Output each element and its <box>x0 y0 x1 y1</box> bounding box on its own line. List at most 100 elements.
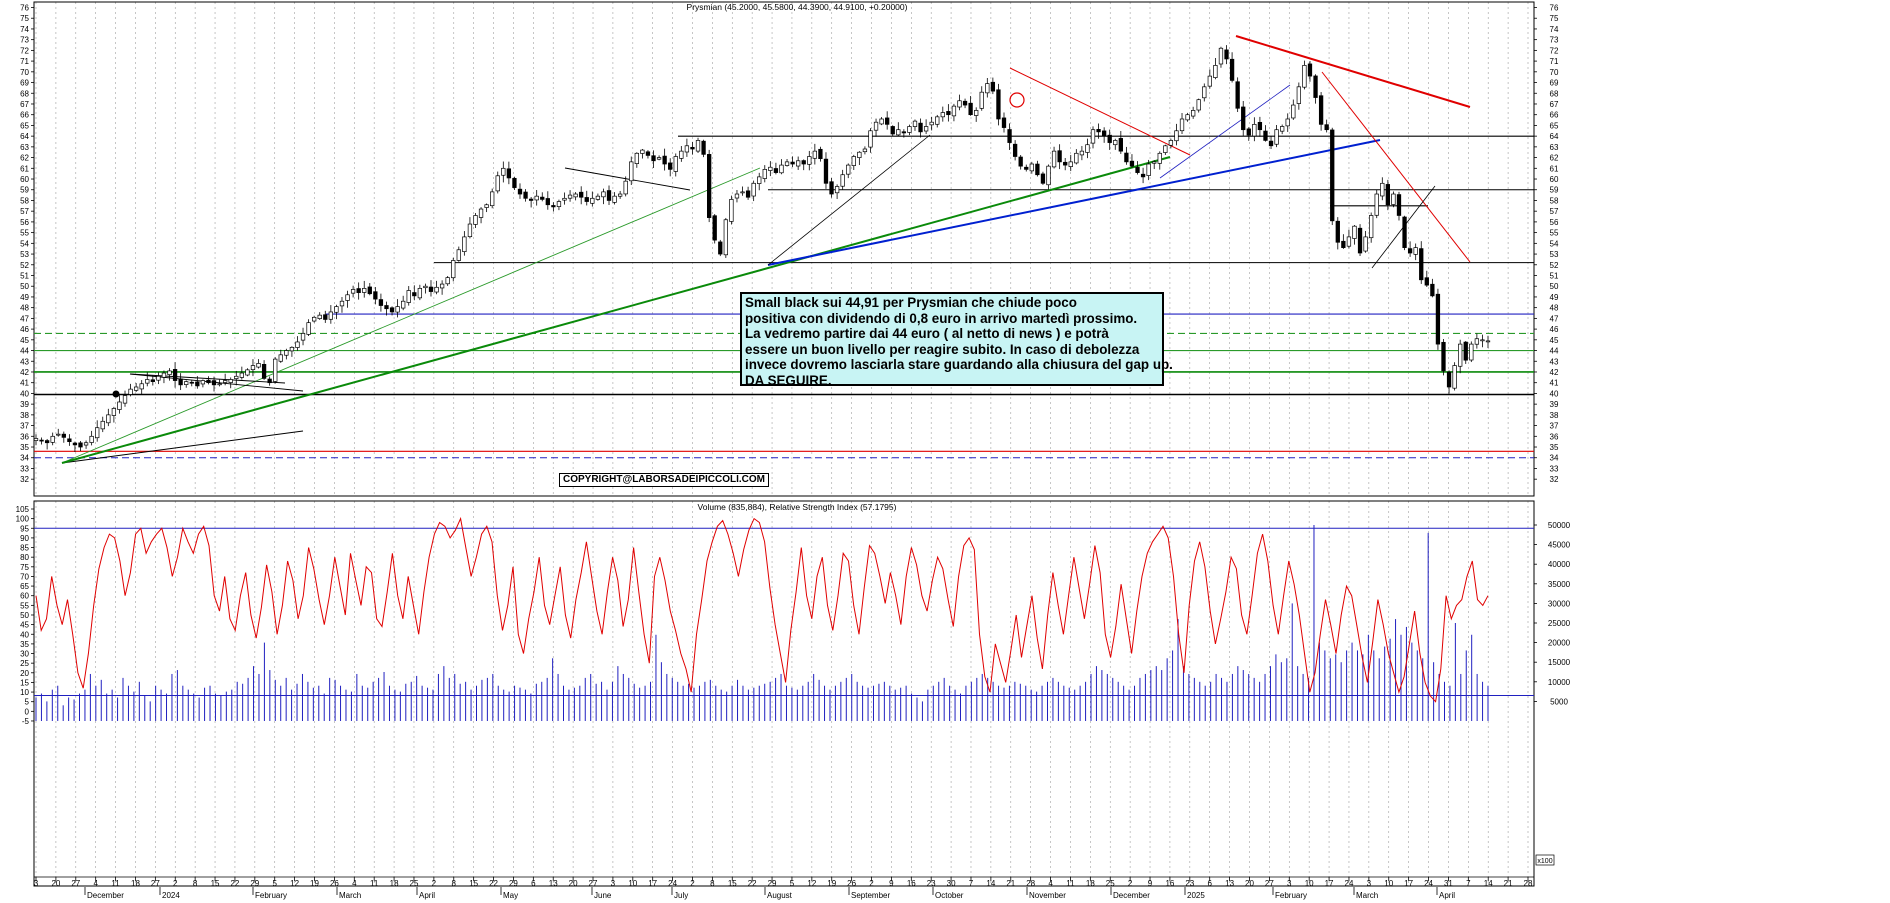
candle-body <box>284 350 289 356</box>
day-tick-label: 13 <box>1225 879 1234 888</box>
day-tick-label: 10 <box>628 879 637 888</box>
day-tick-label: 2 <box>690 879 695 888</box>
price-tick-label: 39 <box>1550 400 1559 409</box>
candle-body <box>83 442 89 446</box>
candle-body <box>1018 156 1023 167</box>
rsi-tick-label: 50 <box>20 611 29 620</box>
analysis-note-line: DA SEGUIRE. <box>745 372 832 388</box>
candle-body <box>350 289 356 294</box>
candle-body <box>617 193 623 197</box>
candle-body <box>211 380 217 386</box>
candle-body <box>634 152 639 164</box>
candle-body <box>1357 227 1363 254</box>
candle-body <box>117 401 122 410</box>
candle-body <box>195 381 200 387</box>
day-tick-label: 27 <box>589 879 598 888</box>
price-tick-label: 66 <box>1550 111 1559 120</box>
indicator-title: Volume (835,884), Relative Strength Inde… <box>698 502 897 512</box>
trendline <box>1235 35 1471 108</box>
price-tick-label: 46 <box>20 325 29 334</box>
candle-body <box>662 155 667 165</box>
candle-body <box>133 386 139 391</box>
price-tick-label: 59 <box>20 186 29 195</box>
rsi-tick-label: 65 <box>20 582 29 591</box>
rsi-tick-label: -5 <box>22 717 30 726</box>
candle-body <box>1257 121 1263 131</box>
candle-body <box>790 161 795 165</box>
analysis-note-line: Small black sui 44,91 per Prysmian che c… <box>745 295 1077 310</box>
candle-body <box>1007 129 1012 143</box>
candle-body <box>818 148 823 160</box>
candle-body <box>923 126 929 132</box>
candle-body <box>484 204 489 208</box>
candle-body <box>1446 371 1452 388</box>
rsi-tick-label: 75 <box>20 563 29 572</box>
rsi-tick-label: 20 <box>20 669 29 678</box>
candle-body <box>1152 161 1157 164</box>
candle-body <box>807 156 812 165</box>
candle-body <box>590 197 595 204</box>
candle-body <box>1313 75 1318 98</box>
candle-body <box>67 438 72 443</box>
price-tick-label: 35 <box>20 443 29 452</box>
candle-body <box>979 91 984 109</box>
day-tick-label: 11 <box>1066 879 1075 888</box>
candle-body <box>1113 140 1118 146</box>
rsi-tick-label: 0 <box>25 707 30 716</box>
price-tick-label: 65 <box>1550 121 1559 130</box>
candle-body <box>1207 75 1212 87</box>
candle-body <box>684 145 690 153</box>
candle-body <box>478 208 484 218</box>
month-label: August <box>767 891 793 900</box>
candle-body <box>840 174 845 187</box>
candle-body <box>200 380 206 385</box>
day-tick-label: 19 <box>310 879 319 888</box>
candle-body <box>946 111 951 116</box>
candle-body <box>467 223 473 238</box>
candle-body <box>1324 124 1329 131</box>
candle-body <box>985 83 990 94</box>
price-tick-label: 52 <box>20 261 29 270</box>
price-chart-title: Prysmian (45.2000, 45.5800, 44.3900, 44.… <box>687 2 908 12</box>
candle-body <box>907 126 912 133</box>
day-tick-label: 8 <box>452 879 457 888</box>
candle-body <box>1302 65 1307 88</box>
candle-body <box>645 151 651 156</box>
candle-body <box>929 121 934 126</box>
day-tick-label: 31 <box>1444 879 1453 888</box>
day-tick-label: 30 <box>947 879 956 888</box>
candle-body <box>317 314 322 320</box>
day-tick-label: 4 <box>93 879 98 888</box>
day-tick-label: 3 <box>1367 879 1372 888</box>
candle-body <box>1246 128 1251 136</box>
candle-body <box>95 427 100 439</box>
price-tick-label: 57 <box>1550 207 1559 216</box>
candle-body <box>33 438 39 441</box>
day-tick-label: 14 <box>986 879 995 888</box>
indicator-axis-right: 5000 10000 15000 20000 25000 30000 35000 40000 4… <box>1534 521 1571 706</box>
price-tick-label: 44 <box>1550 347 1559 356</box>
candle-body <box>579 191 584 198</box>
candle-body <box>1079 150 1085 156</box>
candle-body <box>651 155 656 162</box>
candle-body <box>378 299 384 306</box>
month-label: May <box>503 891 518 900</box>
trendline <box>129 373 286 384</box>
candle-body <box>1341 240 1346 248</box>
candle-body <box>495 175 500 192</box>
price-tick-label: 59 <box>1550 186 1559 195</box>
trendline <box>1321 71 1471 263</box>
volume-tick-label: 15000 <box>1548 658 1571 667</box>
price-tick-label: 70 <box>20 68 29 77</box>
candle-body <box>78 442 83 448</box>
day-tick-label: 23 <box>1185 879 1194 888</box>
candle-body <box>718 241 723 255</box>
volume-tick-label: 45000 <box>1548 541 1571 550</box>
volume-tick-label: 25000 <box>1548 619 1571 628</box>
price-tick-label: 64 <box>20 132 29 141</box>
price-tick-label: 74 <box>1550 25 1559 34</box>
day-tick-label: 8 <box>710 879 715 888</box>
price-tick-label: 45 <box>1550 336 1559 345</box>
price-tick-label: 67 <box>1550 100 1559 109</box>
candle-body <box>451 260 456 279</box>
